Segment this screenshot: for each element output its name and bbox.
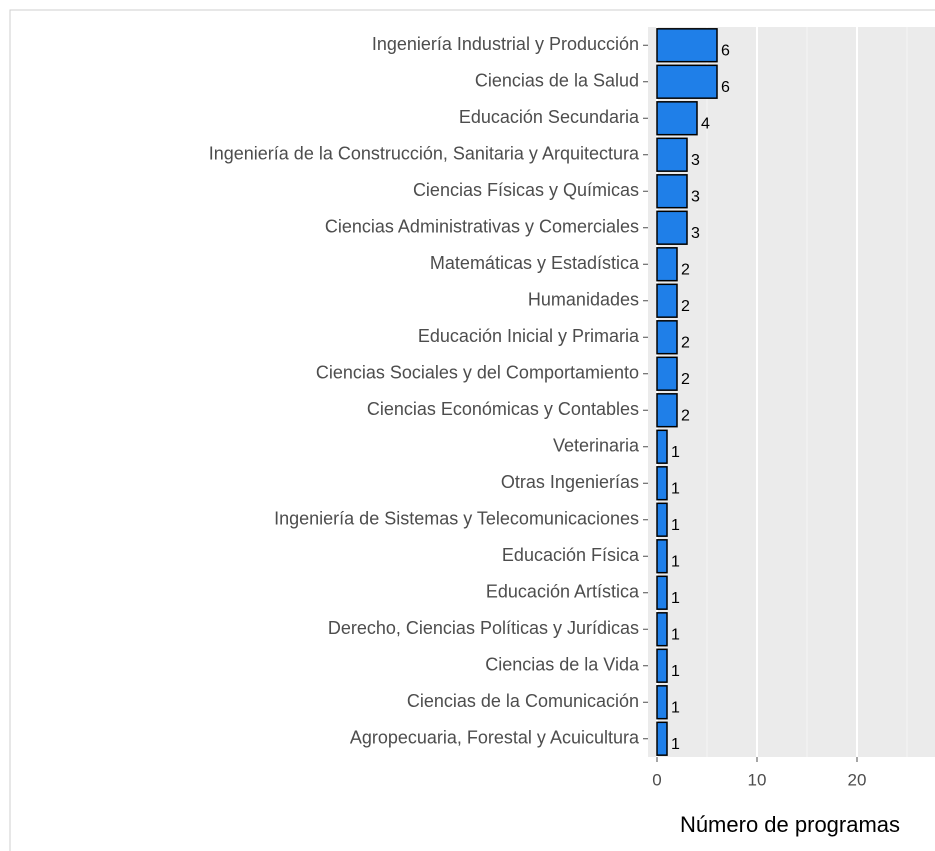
value-label: 2 — [681, 371, 690, 388]
y-tick-label: Agropecuaria, Forestal y Acuicultura — [350, 728, 640, 748]
x-axis-title: Número de programas — [680, 812, 900, 837]
bar — [656, 393, 678, 428]
bar — [656, 356, 678, 391]
bar — [656, 575, 668, 610]
y-tick-label: Educación Artística — [486, 582, 640, 602]
value-label: 2 — [681, 261, 690, 278]
value-label: 1 — [671, 663, 680, 680]
x-tick-label: 0 — [652, 770, 661, 789]
y-tick-label: Ciencias Administrativas y Comerciales — [325, 217, 639, 237]
bar — [656, 101, 698, 136]
value-label: 2 — [681, 407, 690, 424]
y-tick-label: Ciencias Económicas y Contables — [367, 399, 639, 419]
frame — [9, 9, 935, 851]
value-label: 1 — [671, 699, 680, 716]
y-tick-label: Veterinaria — [553, 436, 640, 456]
y-tick-label: Ingeniería Industrial y Producción — [372, 34, 639, 54]
bar — [656, 174, 688, 209]
bar — [656, 28, 718, 63]
bar — [656, 539, 668, 574]
value-label: 4 — [701, 115, 710, 132]
value-label: 1 — [671, 736, 680, 753]
value-label: 1 — [671, 517, 680, 534]
value-label: 3 — [691, 152, 700, 169]
y-tick-label: Educación Inicial y Primaria — [418, 326, 640, 346]
bar — [656, 721, 668, 756]
value-label: 1 — [671, 444, 680, 461]
y-tick-label: Ciencias Sociales y del Comportamiento — [316, 363, 639, 383]
bar — [656, 612, 668, 647]
y-tick-label: Humanidades — [528, 290, 639, 310]
y-tick-label: Ciencias Físicas y Químicas — [413, 180, 639, 200]
value-label: 1 — [671, 590, 680, 607]
bar — [656, 502, 668, 537]
bar — [656, 648, 668, 683]
value-label: 1 — [671, 626, 680, 643]
y-tick-label: Ingeniería de la Construcción, Sanitaria… — [209, 144, 640, 164]
bar — [656, 320, 678, 355]
y-tick-label: Otras Ingenierías — [501, 472, 639, 492]
bar — [656, 137, 688, 172]
value-label: 3 — [691, 188, 700, 205]
bar — [656, 283, 678, 318]
value-label: 6 — [721, 79, 730, 96]
y-tick-label: Ingeniería de Sistemas y Telecomunicacio… — [274, 509, 639, 529]
x-tick-label: 10 — [748, 770, 767, 789]
panel — [648, 27, 935, 757]
y-tick-label: Derecho, Ciencias Políticas y Jurídicas — [328, 618, 639, 638]
y-tick-label: Ciencias de la Comunicación — [407, 691, 639, 711]
value-label: 3 — [691, 225, 700, 242]
value-label: 1 — [671, 553, 680, 570]
bar — [656, 210, 688, 245]
bar — [656, 429, 668, 464]
bar — [656, 64, 718, 99]
x-tick-label: 20 — [848, 770, 867, 789]
bar — [656, 685, 668, 720]
y-tick-label: Educación Secundaria — [459, 107, 640, 127]
y-tick-label: Ciencias de la Salud — [475, 71, 639, 91]
y-tick-label: Matemáticas y Estadística — [430, 253, 640, 273]
y-tick-label: Ciencias de la Vida — [485, 655, 640, 675]
bar — [656, 466, 668, 501]
bar — [656, 247, 678, 282]
y-tick-label: Educación Física — [502, 545, 640, 565]
value-label: 1 — [671, 480, 680, 497]
value-label: 6 — [721, 42, 730, 59]
value-label: 2 — [681, 298, 690, 315]
value-label: 2 — [681, 334, 690, 351]
